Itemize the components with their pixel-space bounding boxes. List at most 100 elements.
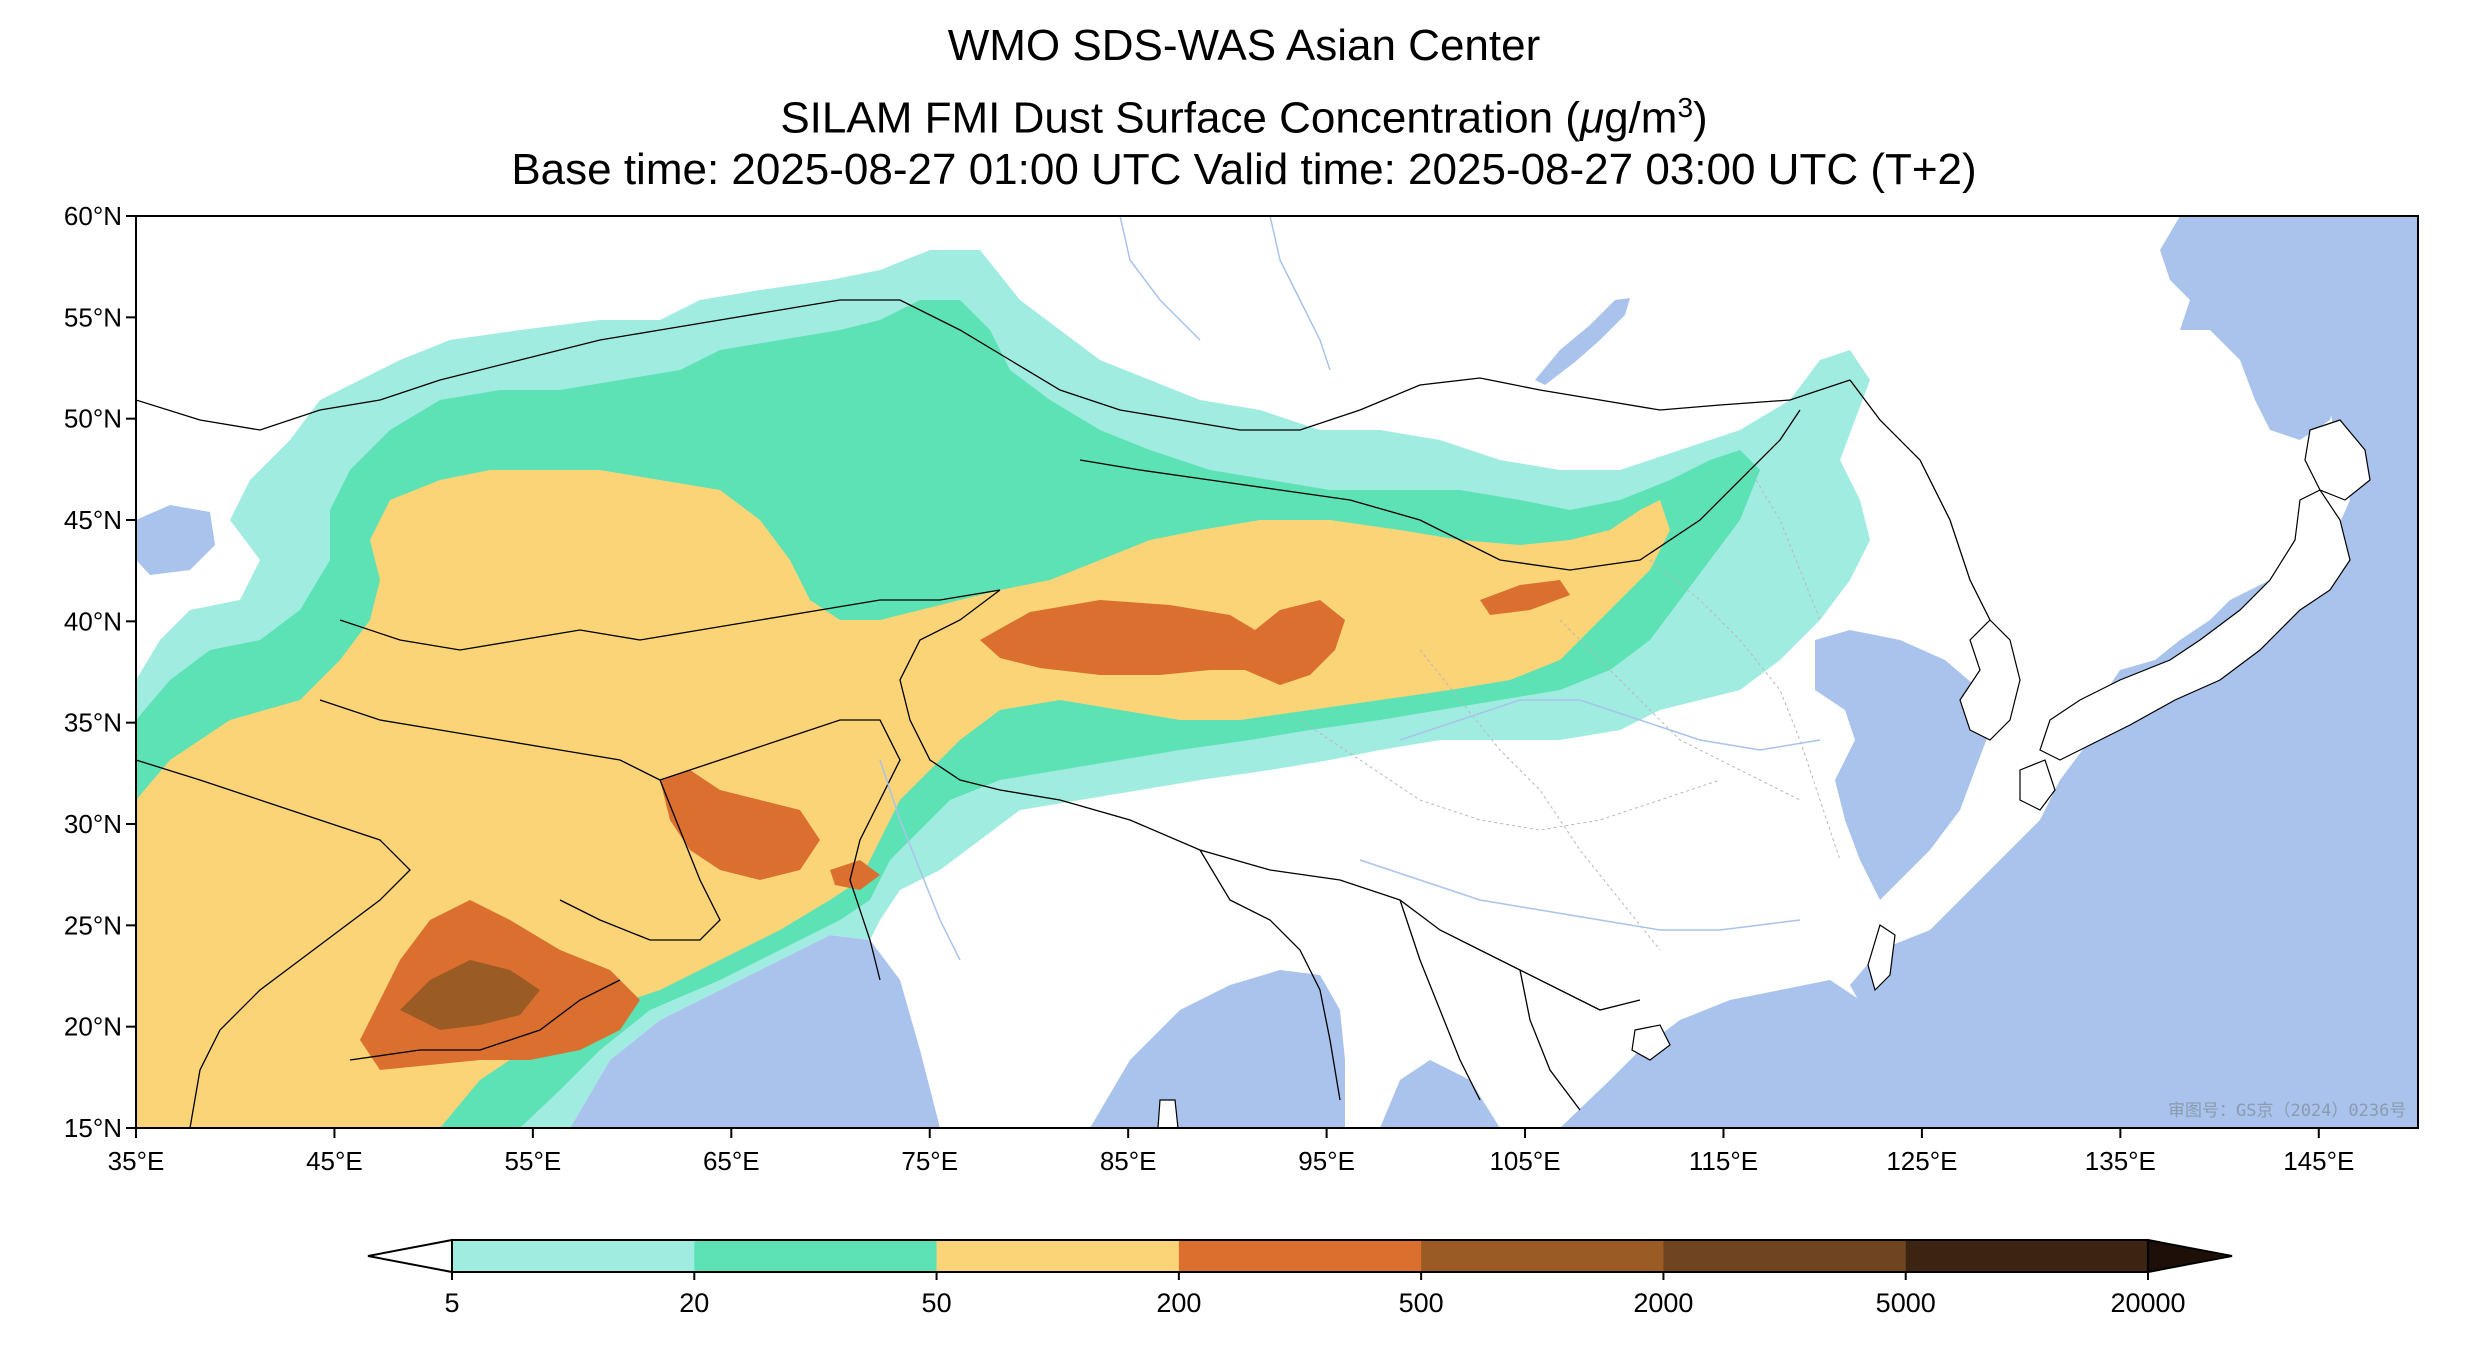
unit-sup: 3 bbox=[1677, 92, 1694, 123]
pacific-ocean bbox=[1850, 216, 2418, 1128]
india-east-border bbox=[1199, 849, 1341, 1101]
y-tick-label: 30°N bbox=[64, 809, 122, 839]
x-tick-label: 95°E bbox=[1298, 1146, 1355, 1176]
x-tick-label: 75°E bbox=[901, 1146, 958, 1176]
yellow-sea bbox=[1815, 630, 1990, 900]
country-borders bbox=[136, 299, 1991, 1128]
province-line bbox=[1419, 649, 1661, 951]
title-line-3: Base time: 2025-08-27 01:00 UTC Valid ti… bbox=[511, 145, 1977, 194]
colorbar-label: 50 bbox=[922, 1288, 952, 1318]
colorbar-label: 5000 bbox=[1876, 1288, 1936, 1318]
river bbox=[1399, 699, 1821, 751]
x-tick-label: 45°E bbox=[306, 1146, 363, 1176]
japan-hokkaido bbox=[2304, 419, 2371, 501]
china-west-border bbox=[899, 589, 1641, 1011]
province-borders bbox=[1299, 469, 1841, 951]
colorbar-extend-min bbox=[367, 1238, 453, 1274]
colorbar-segment bbox=[1905, 1240, 2149, 1272]
x-tick-label: 65°E bbox=[703, 1146, 760, 1176]
japan-kyushu bbox=[2019, 759, 2056, 811]
colorbar-segment bbox=[936, 1240, 1180, 1272]
title-prefix: SILAM FMI Dust Surface Concentration ( bbox=[780, 93, 1580, 143]
province-line bbox=[1299, 719, 1721, 831]
taiwan bbox=[1867, 924, 1896, 992]
province-line bbox=[1749, 469, 1821, 621]
arabia-borders bbox=[136, 759, 411, 1128]
y-axis: 60°N 55°N 50°N 45°N 40°N 35°N 30°N 25°N 20°N 15°N bbox=[64, 201, 136, 1143]
japan-honshu bbox=[2039, 489, 2351, 761]
russia-southern-border bbox=[136, 299, 1851, 431]
iran-border bbox=[319, 699, 721, 941]
map-area bbox=[136, 216, 2418, 1128]
kazakhstan-south-border bbox=[339, 589, 1001, 651]
river bbox=[879, 759, 961, 961]
dust-level-200-500-mongolia bbox=[1480, 580, 1570, 615]
dust-level-500-2000-arabia bbox=[400, 960, 540, 1030]
andaman-sea bbox=[1380, 1060, 1500, 1128]
x-tick-label: 145°E bbox=[2283, 1146, 2354, 1176]
colorbar-label: 5 bbox=[444, 1288, 459, 1318]
yemen-oman-border bbox=[349, 979, 621, 1061]
korea bbox=[1959, 619, 2021, 741]
lake-baikal bbox=[1535, 298, 1630, 385]
y-tick-label: 25°N bbox=[64, 910, 122, 940]
river bbox=[1119, 216, 1201, 341]
province-line bbox=[1559, 619, 1801, 801]
colorbar-extend-max bbox=[2147, 1238, 2233, 1274]
river bbox=[1359, 859, 1801, 931]
dust-level-200-500-sistan bbox=[660, 770, 820, 880]
x-tick-label: 35°E bbox=[108, 1146, 165, 1176]
sea-of-okhotsk bbox=[2160, 216, 2340, 440]
sri-lanka bbox=[1157, 1099, 1179, 1128]
map-approval-watermark: 审图号：GS京（2024）0236号 bbox=[2168, 1101, 2407, 1121]
y-tick-label: 50°N bbox=[64, 404, 122, 434]
colorbar: 5 20 50 200 500 2000 5000 20000 bbox=[367, 1238, 2233, 1318]
southeast-asia-borders bbox=[1399, 899, 1581, 1111]
afghanistan-pakistan-border bbox=[659, 719, 901, 981]
colorbar-outline bbox=[451, 1239, 2149, 1273]
colorbar-segment bbox=[452, 1240, 695, 1272]
bay-of-bengal bbox=[1090, 970, 1345, 1128]
y-tick-label: 40°N bbox=[64, 606, 122, 636]
x-tick-label: 135°E bbox=[2085, 1146, 2156, 1176]
hainan bbox=[1631, 1024, 1671, 1061]
x-tick-label: 115°E bbox=[1689, 1146, 1758, 1176]
south-china-sea bbox=[1560, 980, 1880, 1128]
dust-contours bbox=[136, 250, 1870, 1128]
y-tick-label: 60°N bbox=[64, 201, 122, 231]
unit-rest: g/m bbox=[1604, 93, 1678, 143]
colorbar-label: 20 bbox=[679, 1288, 709, 1318]
island-land bbox=[1157, 419, 2371, 1128]
title-suffix: ) bbox=[1693, 93, 1708, 143]
title-line-2: SILAM FMI Dust Surface Concentration (μg… bbox=[0, 82, 2488, 145]
x-tick-label: 55°E bbox=[505, 1146, 562, 1176]
province-line bbox=[1649, 559, 1841, 861]
unit-mu: μ bbox=[1579, 93, 1605, 143]
x-tick-label: 85°E bbox=[1100, 1146, 1157, 1176]
y-tick-label: 20°N bbox=[64, 1012, 122, 1042]
mongolia-border bbox=[1079, 409, 1801, 571]
x-tick-label: 125°E bbox=[1886, 1146, 1957, 1176]
colorbar-label: 2000 bbox=[1633, 1288, 1693, 1318]
arabian-sea bbox=[570, 935, 940, 1128]
y-tick-label: 15°N bbox=[64, 1113, 122, 1143]
colorbar-label: 200 bbox=[1156, 1288, 1201, 1318]
y-tick-label: 35°N bbox=[64, 708, 122, 738]
colorbar-segment bbox=[1178, 1240, 1422, 1272]
ocean-layer bbox=[136, 216, 2418, 1128]
dust-level-200-500-taklimakan bbox=[980, 600, 1345, 685]
colorbar-label: 500 bbox=[1399, 1288, 1444, 1318]
colorbar-segment bbox=[1663, 1240, 1907, 1272]
river bbox=[1269, 216, 1331, 371]
rivers bbox=[879, 216, 1821, 961]
colorbar-label: 20000 bbox=[2110, 1288, 2185, 1318]
colorbar-segment bbox=[694, 1240, 938, 1272]
y-tick-label: 45°N bbox=[64, 505, 122, 535]
x-axis: 35°E 45°E 55°E 65°E 75°E 85°E 95°E 105°E 115°E 12… bbox=[108, 1128, 2354, 1176]
china-korea-border bbox=[1849, 379, 1991, 621]
black-sea bbox=[136, 505, 215, 575]
colorbar-segment bbox=[1421, 1240, 1664, 1272]
x-tick-label: 105°E bbox=[1489, 1146, 1560, 1176]
dust-level-200-500-thar bbox=[830, 860, 880, 890]
